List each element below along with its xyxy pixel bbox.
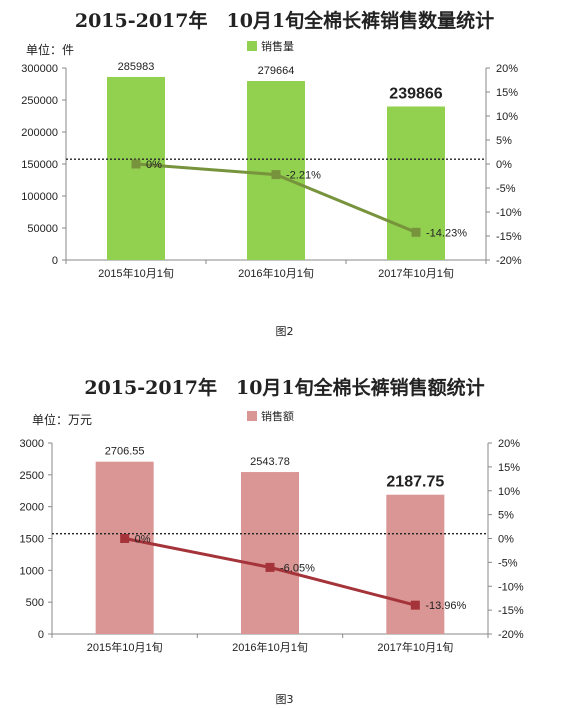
growth-point-marker (411, 227, 421, 237)
right-axis-tick-label: 5% (496, 135, 512, 147)
right-axis-tick-label: 5% (498, 510, 514, 522)
right-axis-tick-label: -10% (498, 581, 524, 593)
right-axis-tick-label: -15% (496, 231, 522, 243)
left-axis-tick-label: 0 (52, 255, 58, 267)
left-axis-tick-label: 150000 (21, 159, 58, 171)
right-axis-tick-label: 15% (496, 87, 518, 99)
growth-value-label: -14.23% (426, 227, 467, 239)
left-axis-tick-label: 500 (26, 597, 44, 609)
right-axis-tick-label: 10% (498, 486, 520, 498)
left-axis-tick-label: 50000 (27, 223, 58, 235)
left-axis-tick-label: 2500 (20, 470, 44, 482)
growth-point-marker (120, 534, 130, 543)
right-axis-tick-label: -20% (498, 629, 524, 641)
unit-label: 单位：万元 (32, 413, 93, 427)
right-axis-tick-label: -20% (496, 255, 522, 267)
growth-point-marker (410, 600, 420, 610)
figure-caption: 图2 (275, 325, 294, 338)
right-axis-tick-label: 15% (498, 462, 520, 474)
bar-value-label: 2187.75 (386, 474, 444, 491)
left-axis-tick-label: 200000 (21, 127, 58, 139)
right-axis-tick-label: 10% (496, 111, 518, 123)
bar (386, 494, 445, 634)
x-axis-tick-label: 2016年10月1旬 (238, 266, 314, 280)
x-axis-tick-label: 2015年10月1旬 (87, 640, 163, 654)
legend: 销售额 (247, 408, 294, 424)
right-axis-tick-label: 20% (498, 438, 520, 450)
chart-plot: 0 50000 100000 150000 200000 250000 300000 -20%… (21, 61, 522, 280)
left-axis-tick-label: 300000 (21, 63, 58, 75)
chart-title: 2015-2017年 10月1旬全棉长裤销售额统计 (84, 377, 485, 399)
chart-title: 2015-2017年 10月1旬全棉长裤销售数量统计 (74, 10, 495, 32)
legend-label: 销售额 (261, 410, 294, 423)
bar-value-label: 279664 (258, 65, 295, 77)
chart-plot: 0 500 1000 1500 2000 2500 3000 -20% -15% -10% -5% 0… (20, 438, 524, 654)
sales-volume-chart: 2015-2017年 10月1旬全棉长裤销售数量统计 单位：件 销售量 0 500… (0, 0, 569, 350)
growth-value-label: 0% (135, 534, 151, 546)
x-axis-tick-label: 2015年10月1旬 (98, 266, 174, 280)
growth-value-label: 0% (146, 159, 162, 171)
unit-label: 单位：件 (26, 43, 75, 57)
right-axis-tick-label: -15% (498, 605, 524, 617)
growth-value-label: -13.96% (425, 600, 466, 612)
growth-point-marker (265, 562, 275, 572)
growth-point-marker (131, 159, 141, 169)
left-axis-tick-label: 3000 (20, 438, 44, 450)
right-axis-tick-label: 0% (496, 159, 512, 171)
left-axis-tick-label: 100000 (21, 191, 58, 203)
left-axis-tick-label: 2000 (20, 502, 44, 514)
bar-value-label: 285983 (118, 61, 155, 73)
left-axis-tick-label: 1000 (20, 565, 44, 577)
right-axis-tick-label: -5% (498, 557, 518, 569)
sales-amount-chart: 2015-2017年 10月1旬全棉长裤销售额统计 单位：万元 销售额 0 500… (0, 355, 569, 708)
figure-caption: 图3 (275, 693, 294, 706)
growth-value-label: -2.21% (286, 170, 321, 182)
right-axis-tick-label: -5% (496, 183, 516, 195)
left-axis-tick-label: 250000 (21, 95, 58, 107)
left-axis-tick-label: 1500 (20, 534, 44, 546)
growth-value-label: -6.05% (280, 562, 315, 574)
legend-swatch (247, 41, 257, 51)
bar-value-label: 2706.55 (105, 446, 145, 458)
growth-point-marker (271, 170, 281, 180)
bar (95, 461, 154, 634)
x-axis-tick-label: 2017年10月1旬 (378, 266, 454, 280)
bar-value-label: 239866 (389, 85, 442, 102)
right-axis-tick-label: -10% (496, 207, 522, 219)
legend-label: 销售量 (261, 40, 294, 53)
bar-value-label: 2543.78 (250, 456, 290, 468)
right-axis-tick-label: 0% (498, 534, 514, 546)
x-axis-tick-label: 2016年10月1旬 (232, 640, 308, 654)
bar (241, 472, 299, 634)
right-axis-tick-label: 20% (496, 63, 518, 75)
x-axis-tick-label: 2017年10月1旬 (377, 640, 453, 654)
legend-swatch (247, 411, 257, 421)
left-axis-tick-label: 0 (38, 629, 44, 641)
legend: 销售量 (247, 38, 294, 54)
